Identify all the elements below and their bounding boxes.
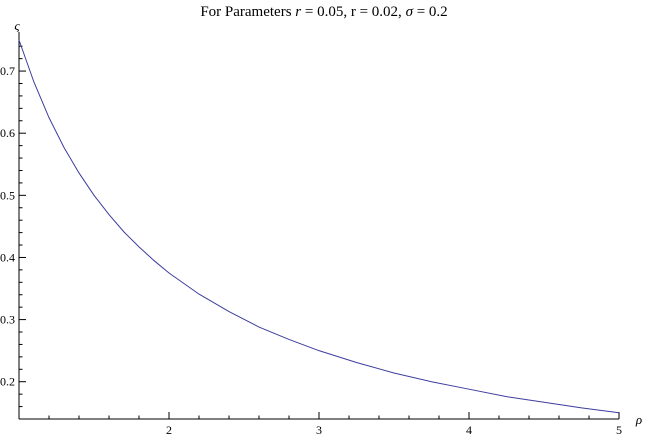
chart-title-part: = 0.05, r = 0.02,	[301, 4, 405, 20]
y-tick-label: 0.2	[0, 375, 15, 389]
x-axis-label: ρ	[635, 412, 642, 427]
x-tick-label: 4	[466, 423, 472, 437]
chart-title-part: σ	[406, 4, 414, 20]
y-tick-label: 0.3	[0, 313, 15, 327]
y-tick-label: 0.6	[0, 126, 15, 140]
x-tick-label: 2	[166, 423, 172, 437]
x-tick-label: 3	[316, 423, 322, 437]
y-tick-label: 0.5	[0, 188, 15, 202]
y-tick-label: 0.4	[0, 250, 15, 264]
chart-title-part: r	[295, 4, 301, 20]
y-tick-label: 0.7	[0, 64, 15, 78]
series-line	[18, 39, 620, 414]
chart-title-part: For Parameters	[200, 4, 295, 20]
axes	[18, 32, 619, 420]
chart-title: For Parameters r = 0.05, r = 0.02, σ = 0…	[200, 4, 447, 20]
tick-labels: 2 3 4 5 0.2 0.3 0.4 0.5 0.6 0.7	[0, 64, 622, 437]
axis-ticks	[18, 45, 620, 419]
x-tick-label: 5	[616, 423, 622, 437]
chart-title-part: = 0.2	[413, 4, 448, 20]
y-axis-label: ς	[14, 18, 20, 33]
